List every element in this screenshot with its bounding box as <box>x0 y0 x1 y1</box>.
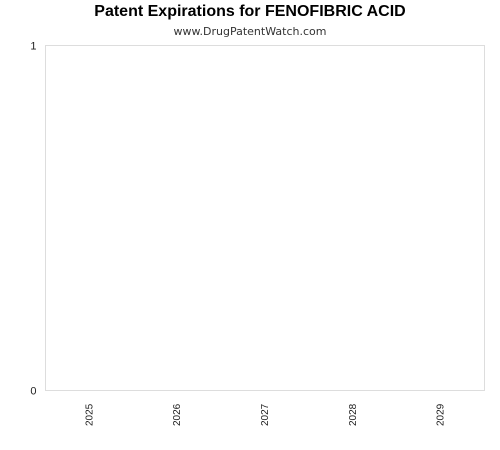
y-tick-label: 1 <box>30 41 36 53</box>
y-axis-ticks: 01 <box>30 41 36 398</box>
x-tick-label: 2029 <box>436 403 447 426</box>
chart-subtitle: www.DrugPatentWatch.com <box>173 25 327 38</box>
x-tick-label: 2027 <box>260 403 271 426</box>
y-tick-label: 0 <box>30 386 36 398</box>
x-tick-label: 2025 <box>84 403 95 426</box>
x-axis-ticks: 2025 2026 2027 2028 2029 <box>84 403 446 426</box>
chart-title: Patent Expirations for FENOFIBRIC ACID <box>94 3 406 20</box>
x-tick-label: 2028 <box>348 403 359 426</box>
plot-area <box>45 45 485 391</box>
x-tick-label: 2026 <box>172 403 183 426</box>
